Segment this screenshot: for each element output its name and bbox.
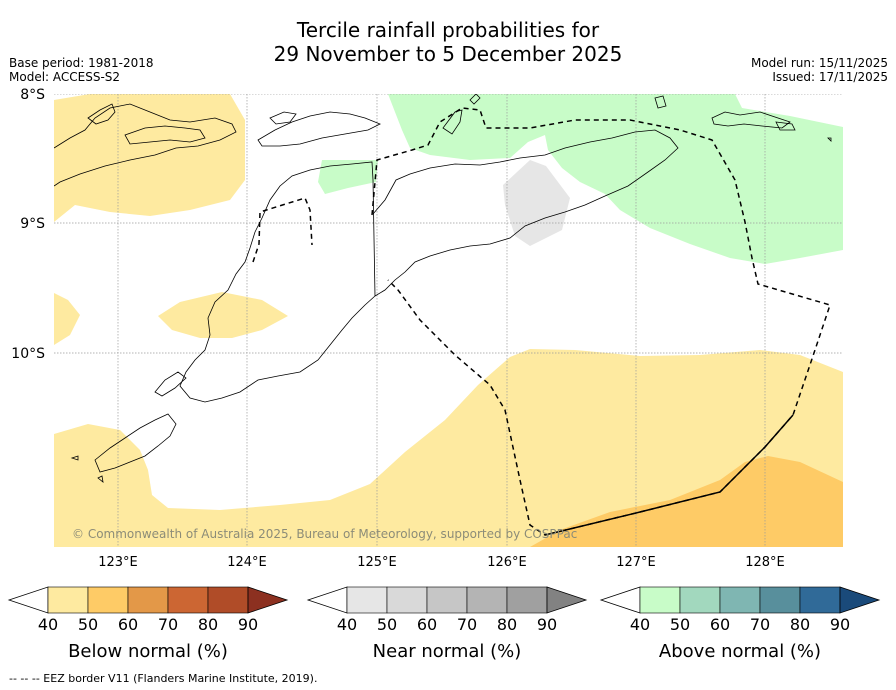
graticule bbox=[54, 94, 843, 547]
coastline-timor-south bbox=[179, 161, 376, 403]
eez-border-oecusse bbox=[252, 197, 313, 263]
colorbar-above-extend-high bbox=[839, 586, 881, 614]
eez-footer-note: -- -- -- EEZ border V11 (Flanders Marine… bbox=[9, 672, 318, 685]
model-name: Model: ACCESS-S2 bbox=[9, 70, 121, 84]
colorbar-above-tick-70: 70 bbox=[750, 615, 770, 634]
colorbar-above-bin-3 bbox=[719, 586, 761, 614]
eez-border-solid bbox=[544, 414, 794, 536]
lat-label-10s: 10°S bbox=[11, 346, 45, 362]
coastline-flores-east bbox=[54, 103, 237, 187]
colorbar-near-tick-90: 90 bbox=[537, 615, 557, 634]
above-normal-region-north bbox=[388, 94, 843, 264]
model-run: Model run: 15/11/2025 bbox=[750, 56, 888, 70]
eez-borders bbox=[252, 107, 831, 536]
colorbar-above-bin-2 bbox=[679, 586, 721, 614]
coastline-flores-east-inner bbox=[87, 103, 206, 145]
below-normal-region-center-small bbox=[158, 292, 288, 338]
coastlines bbox=[54, 94, 832, 483]
lon-label-126: 126°E bbox=[487, 555, 527, 570]
colorbar-above-bin-5 bbox=[799, 586, 841, 614]
colorbar-above-tick-80: 80 bbox=[790, 615, 810, 634]
colorbar-above-bin-4 bbox=[759, 586, 801, 614]
colorbar-below-label: Below normal (%) bbox=[68, 641, 228, 662]
colorbar-above-extend-low bbox=[599, 586, 641, 614]
coastline-wetar bbox=[442, 94, 481, 135]
lat-labels: 8°S 9°S 10°S bbox=[11, 87, 45, 362]
lon-label-128: 128°E bbox=[745, 555, 785, 570]
colorbar-near-extend-low bbox=[306, 586, 348, 614]
colorbar-below-tick-50: 50 bbox=[78, 615, 98, 634]
colorbar-below-bin-4 bbox=[167, 586, 209, 614]
colorbar-below-bin-2 bbox=[87, 586, 129, 614]
colorbar-below-tick-80: 80 bbox=[198, 615, 218, 634]
lon-labels: 123°E 124°E 125°E 126°E 127°E 128°E bbox=[98, 555, 785, 570]
colorbar-below: 40 50 60 70 80 90 Below normal (%) bbox=[7, 586, 289, 662]
colorbar-below-extend-low bbox=[7, 586, 49, 614]
lat-label-8s: 8°S bbox=[20, 87, 45, 103]
above-normal-region-west bbox=[318, 160, 378, 194]
colorbar-near-label: Near normal (%) bbox=[373, 641, 522, 662]
map-area: © Commonwealth of Australia 2025, Bureau… bbox=[54, 94, 843, 547]
below-normal-region-west-small bbox=[54, 293, 80, 345]
base-period: Base period: 1981-2018 bbox=[9, 56, 154, 70]
colorbar-near-bin-4 bbox=[466, 586, 508, 614]
colorbar-above: 40 50 60 70 80 90 Above normal (%) bbox=[599, 586, 881, 662]
lat-label-9s: 9°S bbox=[20, 216, 45, 232]
coastline-timor-north bbox=[372, 129, 679, 297]
eez-border-solid-segment bbox=[544, 414, 794, 536]
issued-date: Issued: 17/11/2025 bbox=[772, 70, 888, 84]
colorbar-above-bin-1 bbox=[639, 586, 681, 614]
colorbar-near-tick-80: 80 bbox=[497, 615, 517, 634]
colorbar-below-bin-1 bbox=[47, 586, 89, 614]
colorbar-below-tick-40: 40 bbox=[38, 615, 58, 634]
meta-right: Model run: 15/11/2025 Issued: 17/11/2025 bbox=[751, 56, 888, 84]
colorbar-near-tick-50: 50 bbox=[377, 615, 397, 634]
colorbar-above-tick-90: 90 bbox=[830, 615, 850, 634]
below-normal-region-south bbox=[54, 349, 843, 547]
coastline-alor-islands bbox=[257, 111, 381, 147]
colorbar-below-bin-5 bbox=[207, 586, 249, 614]
colorbar-near-extend-high bbox=[546, 586, 588, 614]
colorbar-near-tick-40: 40 bbox=[337, 615, 357, 634]
coastline-small-islands bbox=[70, 95, 832, 483]
below-normal-region-nw bbox=[54, 94, 245, 222]
lon-label-127: 127°E bbox=[616, 555, 656, 570]
colorbar-below-tick-60: 60 bbox=[118, 615, 138, 634]
colorbar-above-label: Above normal (%) bbox=[659, 641, 821, 662]
chart-title: Tercile rainfall probabilities for 29 No… bbox=[0, 18, 896, 66]
colorbar-near-bin-5 bbox=[506, 586, 548, 614]
colorbar-near-bin-1 bbox=[346, 586, 388, 614]
colorbar-near: 40 50 60 70 80 90 Near normal (%) bbox=[306, 586, 588, 662]
lon-label-124: 124°E bbox=[227, 555, 267, 570]
colorbar-near-tick-60: 60 bbox=[417, 615, 437, 634]
colorbar-above-tick-50: 50 bbox=[670, 615, 690, 634]
title-line-1: Tercile rainfall probabilities for bbox=[296, 18, 600, 42]
colorbar-below-extend-high bbox=[247, 586, 289, 614]
colorbar-near-bin-3 bbox=[426, 586, 468, 614]
colorbar-above-tick-40: 40 bbox=[630, 615, 650, 634]
near-normal-region bbox=[503, 160, 570, 246]
lon-label-123: 123°E bbox=[98, 555, 138, 570]
colorbar-above-tick-60: 60 bbox=[710, 615, 730, 634]
colorbar-near-bin-2 bbox=[386, 586, 428, 614]
colorbar-below-tick-70: 70 bbox=[158, 615, 178, 634]
colorbars: 40 50 60 70 80 90 Below normal (%) 40 50 60 70 80 90… bbox=[7, 586, 881, 662]
title-line-2: 29 November to 5 December 2025 bbox=[273, 42, 623, 66]
eez-border-timor-leste bbox=[371, 107, 831, 536]
coastline-roti-semau bbox=[94, 371, 187, 473]
lon-label-125: 125°E bbox=[357, 555, 397, 570]
meta-left: Base period: 1981-2018 Model: ACCESS-S2 bbox=[9, 56, 154, 84]
colorbar-below-bin-3 bbox=[127, 586, 169, 614]
copyright-text: © Commonwealth of Australia 2025, Bureau… bbox=[72, 527, 577, 541]
colorbar-near-tick-70: 70 bbox=[457, 615, 477, 634]
colorbar-below-tick-90: 90 bbox=[238, 615, 258, 634]
